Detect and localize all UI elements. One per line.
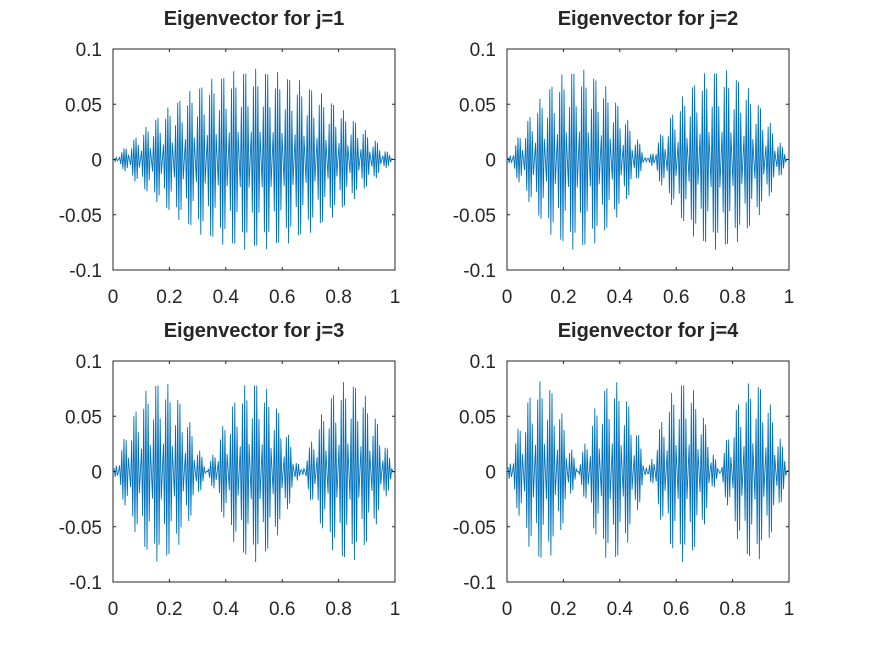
y-tick-label: -0.05	[453, 206, 496, 227]
y-tick-label: 0.1	[76, 352, 102, 373]
y-tick-label: -0.1	[69, 261, 102, 282]
y-tick-label: 0.05	[65, 407, 102, 428]
subplot-j2: Eigenvector for j=2 0 0.2 0.4 0.6 0.8 1 -0.1 -0.…	[453, 8, 795, 308]
x-tick-label: 0.6	[269, 599, 295, 620]
y-tick-label: 0	[91, 463, 102, 484]
y-tick-label: 0.05	[65, 95, 102, 116]
x-tick-label: 0.2	[156, 287, 182, 308]
x-tick-label: 1	[784, 287, 795, 308]
subplot-title: Eigenvector for j=4	[558, 320, 739, 342]
y-tick-label: 0	[485, 151, 496, 172]
x-tick-label: 0.8	[325, 599, 351, 620]
x-tick-label: 0.8	[719, 599, 745, 620]
x-tick-label: 0.4	[607, 287, 634, 308]
y-tick-label: 0.05	[459, 95, 496, 116]
y-tick-label: 0.05	[459, 407, 496, 428]
x-tick-label: 0	[108, 599, 119, 620]
y-tick-label: -0.1	[463, 573, 496, 594]
x-tick-label: 0	[108, 287, 119, 308]
subplot-title: Eigenvector for j=3	[164, 320, 345, 342]
subplot-j3: Eigenvector for j=3 0 0.2 0.4 0.6 0.8 1 -0.1 -0.…	[59, 320, 401, 620]
x-tick-label: 0.4	[213, 599, 240, 620]
subplot-j4: Eigenvector for j=4 0 0.2 0.4 0.6 0.8 1 -0.1 -0.…	[453, 320, 795, 620]
series-line	[113, 381, 395, 562]
series-line	[113, 68, 395, 250]
x-tick-label: 1	[390, 599, 401, 620]
x-tick-label: 0.8	[719, 287, 745, 308]
subplot-j1: Eigenvector for j=1 0 0.2 0.4 0.6 0.8 1 -0.1 -0.…	[59, 8, 401, 308]
series-line	[507, 381, 789, 563]
y-tick-label: 0	[485, 463, 496, 484]
x-tick-label: 1	[784, 599, 795, 620]
x-tick-label: 0.6	[663, 599, 689, 620]
x-tick-label: 0.4	[607, 599, 634, 620]
subplot-title: Eigenvector for j=1	[164, 8, 345, 30]
y-tick-label: -0.05	[59, 518, 102, 539]
subplot-title: Eigenvector for j=2	[558, 8, 739, 30]
series-line	[507, 69, 789, 250]
x-tick-label: 0.2	[550, 599, 576, 620]
y-tick-label: -0.1	[69, 573, 102, 594]
y-tick-label: -0.1	[463, 261, 496, 282]
x-tick-label: 0.6	[269, 287, 295, 308]
x-tick-label: 0	[502, 287, 513, 308]
x-tick-label: 0.4	[213, 287, 240, 308]
x-tick-label: 1	[390, 287, 401, 308]
y-tick-label: -0.05	[453, 518, 496, 539]
x-tick-label: 0	[502, 599, 513, 620]
x-tick-label: 0.2	[550, 287, 576, 308]
y-tick-label: 0	[91, 151, 102, 172]
x-tick-label: 0.2	[156, 599, 182, 620]
y-tick-label: 0.1	[470, 40, 496, 61]
y-tick-label: 0.1	[470, 352, 496, 373]
x-tick-label: 0.6	[663, 287, 689, 308]
y-tick-label: -0.05	[59, 206, 102, 227]
y-tick-label: 0.1	[76, 40, 102, 61]
x-tick-label: 0.8	[325, 287, 351, 308]
